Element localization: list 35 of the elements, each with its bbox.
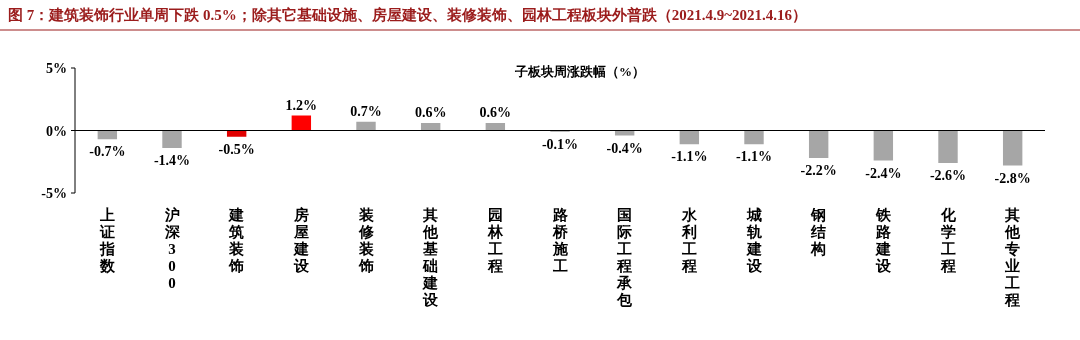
data-label: -1.1% [671, 149, 708, 165]
data-label: 0.6% [414, 105, 447, 120]
x-tick-label: 路桥施工 [551, 207, 569, 274]
x-tick-label: 沪深300 [163, 206, 181, 291]
x-tick-label: 化学工程 [939, 207, 957, 274]
data-label: -0.7% [89, 144, 126, 160]
chart-subtitle: 子板块周涨跌幅（%） [514, 64, 645, 79]
data-label: -0.4% [606, 140, 643, 156]
x-tick-label: 园林工程 [486, 207, 504, 274]
x-tick-label: 钢结构 [810, 207, 827, 257]
data-label: 1.2% [285, 97, 318, 113]
x-tick-label: 上证指数 [98, 207, 116, 274]
x-tick-label: 城轨建设 [745, 207, 763, 274]
data-label: -2.2% [800, 163, 837, 178]
chart-title: 图 7：建筑装饰行业单周下跌 0.5%；除其它基础设施、房屋建设、装修装饰、园林工程板块外普跌（2021.4.9~2021.4.16） [8, 6, 808, 23]
data-label: -0.5% [218, 141, 255, 157]
data-label: -2.8% [994, 170, 1031, 186]
data-label: 0.6% [479, 105, 512, 120]
x-tick-label: 房屋建设 [292, 206, 310, 274]
x-tick-label: 其他基础建设 [422, 207, 440, 308]
y-tick-label: 0% [46, 123, 67, 139]
y-tick-label: 5% [46, 61, 67, 76]
data-label: -2.6% [929, 168, 967, 183]
x-tick-label: 建筑装饰 [228, 207, 245, 274]
x-tick-label: 其他专业工程 [1004, 207, 1022, 308]
data-label: -2.4% [865, 165, 902, 181]
x-tick-label: 铁路建设 [874, 207, 892, 274]
data-label: 0.7% [350, 103, 382, 119]
data-label: -1.4% [153, 153, 191, 168]
data-label: -1.1% [735, 149, 773, 165]
x-tick-label: 水利工程 [680, 207, 698, 274]
y-tick-label: -5% [41, 186, 67, 201]
x-tick-label: 国际工程承包 [616, 207, 634, 308]
data-label: -0.1% [541, 136, 579, 152]
x-tick-label: 装修装饰 [357, 207, 375, 274]
